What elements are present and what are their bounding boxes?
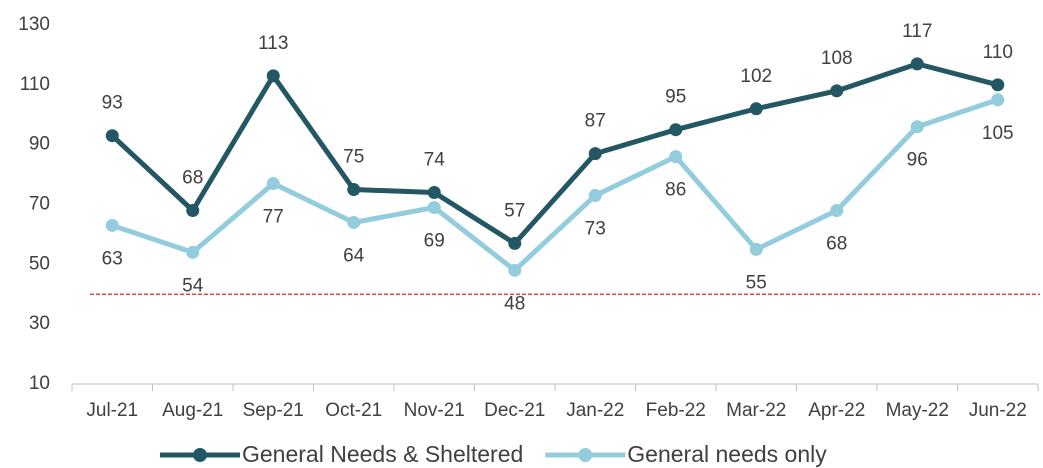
data-label: 117	[902, 21, 932, 42]
data-label: 102	[740, 66, 772, 87]
point	[105, 218, 119, 232]
data-label: 63	[102, 248, 123, 269]
point	[508, 236, 522, 250]
point	[749, 242, 763, 256]
data-label: 77	[263, 207, 284, 228]
point	[588, 189, 602, 203]
point	[427, 186, 441, 200]
legend-marker	[578, 448, 593, 462]
y-tick-label: 50	[29, 253, 50, 274]
x-tick-label: Mar-22	[726, 400, 786, 421]
data-label: 96	[907, 150, 928, 171]
point	[669, 150, 683, 164]
y-tick-label: 130	[18, 14, 50, 35]
point	[347, 183, 361, 197]
data-label: 54	[182, 275, 204, 296]
data-label: 108	[821, 48, 853, 69]
x-tick-label: Jun-22	[969, 400, 1027, 421]
x-tick-label: Nov-21	[404, 400, 465, 421]
data-label: 95	[665, 87, 686, 108]
x-tick-label: May-22	[886, 400, 949, 421]
y-tick-label: 70	[29, 194, 50, 215]
y-tick-label: 110	[20, 74, 50, 95]
data-label: 110	[983, 42, 1013, 63]
point	[105, 129, 119, 143]
x-tick-label: Apr-22	[808, 400, 865, 421]
y-tick-label: 90	[29, 134, 50, 155]
data-label: 69	[424, 231, 445, 252]
x-tick-label: Dec-21	[484, 400, 545, 421]
point	[991, 78, 1005, 92]
data-label: 64	[343, 245, 365, 266]
legend-label: General needs only	[627, 441, 827, 467]
x-tick-label: Jul-21	[86, 400, 138, 421]
data-label: 68	[182, 167, 203, 188]
data-label: 86	[665, 180, 686, 201]
point	[749, 102, 763, 116]
point	[186, 203, 200, 217]
point	[508, 263, 522, 277]
series-line	[111, 97, 999, 273]
point	[910, 57, 924, 71]
point	[830, 84, 844, 98]
x-tick-label: Aug-21	[162, 400, 223, 421]
data-label: 55	[746, 272, 767, 293]
point	[266, 177, 280, 191]
data-label: 68	[826, 233, 847, 254]
point	[830, 203, 844, 217]
data-label: 73	[585, 219, 606, 240]
y-tick-label: 10	[29, 373, 50, 394]
legend: General Needs & Sheltered General needs o…	[160, 441, 827, 467]
point	[347, 215, 361, 229]
data-label: 75	[343, 147, 364, 168]
data-label: 93	[102, 93, 123, 114]
x-tick-label: Jan-22	[566, 400, 624, 421]
data-label: 105	[982, 123, 1014, 144]
legend-label: General Needs & Sheltered	[242, 441, 523, 467]
data-label: 113	[258, 33, 288, 54]
data-label: 57	[504, 200, 525, 221]
x-tick-label: Feb-22	[646, 400, 706, 421]
data-label: 48	[504, 293, 525, 314]
point	[588, 147, 602, 161]
x-tick-label: Sep-21	[243, 400, 304, 421]
legend-marker	[193, 448, 207, 462]
point	[427, 200, 441, 214]
data-label: 74	[424, 150, 446, 171]
point	[266, 69, 280, 83]
point	[669, 123, 683, 137]
series-line	[110, 61, 999, 246]
x-tick-label: Oct-21	[325, 400, 382, 421]
point	[910, 120, 924, 134]
point	[186, 245, 200, 259]
y-tick-label: 30	[29, 313, 50, 334]
data-label: 87	[585, 111, 606, 132]
point	[991, 93, 1005, 107]
